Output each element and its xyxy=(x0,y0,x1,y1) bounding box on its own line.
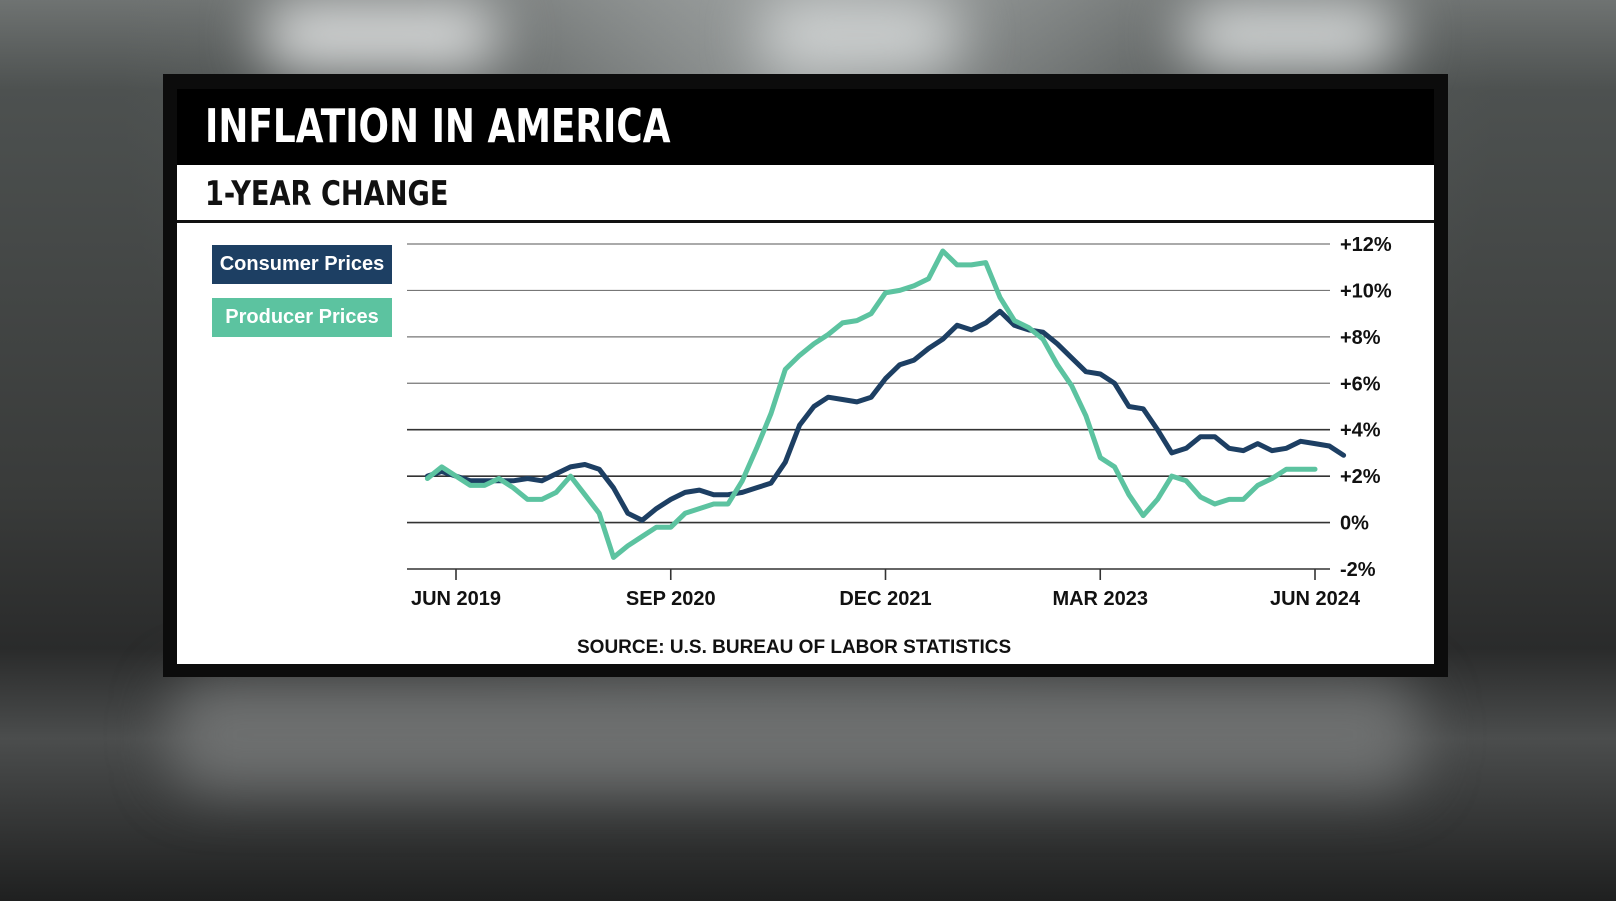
source-note: SOURCE: U.S. BUREAU OF LABOR STATISTICS xyxy=(577,637,1012,658)
x-tick-label: JUN 2024 xyxy=(1270,588,1361,610)
series-line-producer-prices xyxy=(424,248,1318,560)
chart-header xyxy=(177,89,1434,165)
y-tick-label: +4% xyxy=(1340,420,1381,442)
legend-producer-prices: Producer Prices xyxy=(212,298,392,337)
y-tick-label: +6% xyxy=(1340,373,1381,395)
x-tick-label: JUN 2019 xyxy=(411,588,501,610)
background-blur-window xyxy=(760,0,960,70)
background-blur-window xyxy=(260,0,500,70)
background-blur-desk xyxy=(170,680,1420,790)
y-tick-label: +2% xyxy=(1340,466,1381,488)
y-tick-label: +12% xyxy=(1340,234,1392,256)
x-axis-ticks: JUN 2019 SEP 2020 DEC 2021 MAR 2023 JUN 2024 xyxy=(411,569,1361,610)
x-tick-label: MAR 2023 xyxy=(1052,588,1148,610)
y-tick-label: -2% xyxy=(1340,559,1376,581)
y-tick-label: +10% xyxy=(1340,280,1392,302)
legend-consumer-prices: Consumer Prices xyxy=(212,245,392,284)
y-tick-label: 0% xyxy=(1340,513,1369,535)
y-tick-label: +8% xyxy=(1340,327,1381,349)
series-line-consumer-prices xyxy=(424,308,1347,523)
series-lines xyxy=(424,248,1347,560)
x-tick-label: DEC 2021 xyxy=(839,588,931,610)
chart-title: INFLATION IN AMERICA xyxy=(205,99,671,153)
subtitle-divider xyxy=(177,220,1434,223)
y-axis-ticks: +12% +10% +8% +6% +4% +2% 0% -2% xyxy=(1340,234,1392,581)
background-blur-window xyxy=(1180,0,1400,70)
x-tick-label: SEP 2020 xyxy=(626,588,716,610)
chart-subtitle: 1-YEAR CHANGE xyxy=(205,174,449,214)
grid-lines xyxy=(407,243,1330,570)
